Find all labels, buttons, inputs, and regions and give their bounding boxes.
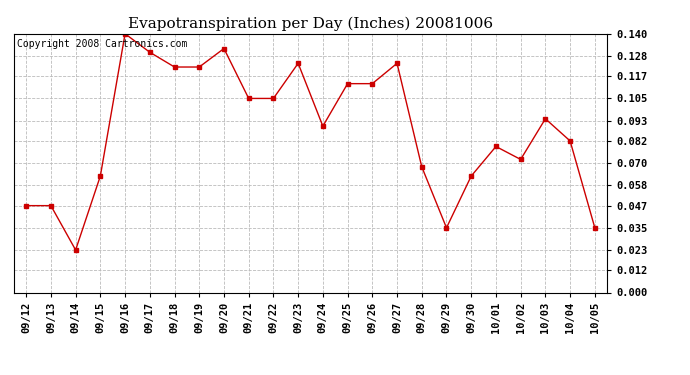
- Title: Evapotranspiration per Day (Inches) 20081006: Evapotranspiration per Day (Inches) 2008…: [128, 17, 493, 31]
- Text: Copyright 2008 Cartronics.com: Copyright 2008 Cartronics.com: [17, 39, 187, 49]
